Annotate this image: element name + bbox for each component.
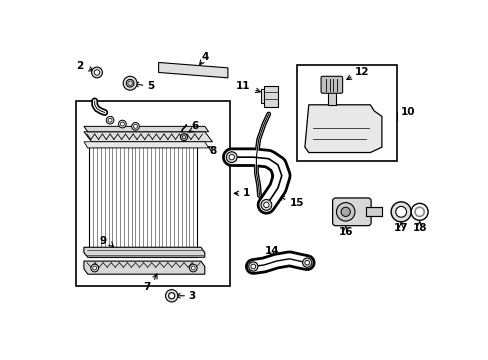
Circle shape: [165, 289, 178, 302]
Text: 5: 5: [147, 81, 154, 91]
Circle shape: [191, 266, 195, 270]
Text: 10: 10: [400, 108, 415, 117]
Text: 3: 3: [188, 291, 196, 301]
Circle shape: [133, 125, 137, 128]
Circle shape: [414, 207, 424, 216]
Circle shape: [108, 118, 112, 122]
Circle shape: [305, 260, 309, 265]
Text: 12: 12: [354, 67, 369, 77]
Circle shape: [93, 266, 97, 270]
Circle shape: [248, 262, 257, 271]
Circle shape: [263, 202, 268, 208]
Text: 15: 15: [289, 198, 304, 208]
Circle shape: [180, 134, 187, 141]
Circle shape: [341, 207, 349, 216]
Polygon shape: [305, 105, 381, 153]
Circle shape: [250, 264, 255, 269]
Circle shape: [168, 293, 174, 299]
Circle shape: [261, 199, 271, 210]
Circle shape: [94, 70, 100, 75]
Polygon shape: [84, 247, 204, 257]
Circle shape: [189, 264, 197, 272]
Circle shape: [395, 206, 406, 217]
Circle shape: [410, 203, 427, 220]
Circle shape: [118, 120, 126, 128]
Text: 7: 7: [143, 282, 150, 292]
Circle shape: [126, 80, 134, 87]
Circle shape: [127, 81, 132, 86]
Bar: [264, 86, 277, 107]
Polygon shape: [84, 126, 208, 132]
Text: 1: 1: [234, 188, 250, 198]
Circle shape: [120, 122, 124, 126]
Text: 17: 17: [393, 223, 407, 233]
Circle shape: [91, 264, 99, 272]
Circle shape: [302, 258, 311, 267]
Polygon shape: [158, 62, 227, 78]
Text: 14: 14: [264, 246, 279, 256]
Text: 16: 16: [338, 227, 352, 237]
Text: 11: 11: [235, 81, 250, 91]
Text: 6: 6: [191, 121, 198, 131]
Circle shape: [131, 122, 139, 130]
FancyBboxPatch shape: [332, 198, 370, 226]
Bar: [261, 89, 264, 103]
Text: 18: 18: [411, 223, 426, 233]
Circle shape: [390, 202, 410, 222]
Circle shape: [226, 152, 237, 163]
Text: 9: 9: [100, 236, 106, 246]
Circle shape: [336, 203, 354, 221]
Text: 2: 2: [76, 61, 83, 71]
Bar: [366, 207, 381, 216]
FancyBboxPatch shape: [321, 76, 342, 93]
Polygon shape: [84, 142, 208, 148]
Circle shape: [123, 76, 137, 90]
Polygon shape: [84, 261, 204, 274]
Text: 8: 8: [209, 146, 217, 156]
Bar: [76, 101, 230, 286]
Polygon shape: [84, 132, 212, 142]
Circle shape: [106, 116, 114, 124]
Circle shape: [182, 136, 185, 139]
Circle shape: [228, 154, 234, 160]
Bar: [297, 65, 396, 161]
Text: 13: 13: [228, 148, 243, 158]
Circle shape: [91, 67, 102, 78]
Polygon shape: [327, 89, 335, 105]
Text: 4: 4: [201, 52, 208, 62]
